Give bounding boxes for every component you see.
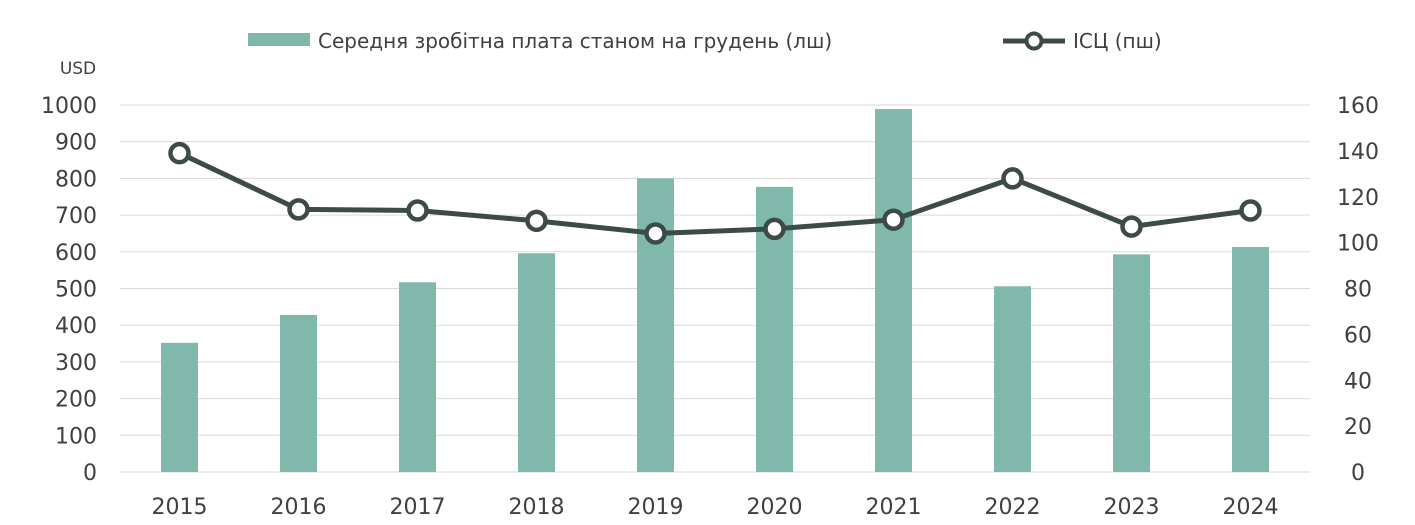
bar-2024 <box>1232 247 1269 472</box>
legend-line-label: ІСЦ (пш) <box>1073 29 1162 53</box>
left-axis-tick-label: 400 <box>55 314 97 339</box>
cpi-point-2017 <box>406 199 429 222</box>
x-axis-tick-label: 2024 <box>1223 495 1279 520</box>
cpi-point-2023 <box>1120 215 1143 238</box>
cpi-point-2021 <box>882 208 905 231</box>
left-axis-tick-label: 500 <box>55 278 97 303</box>
left-axis-tick-label: 800 <box>55 167 97 192</box>
left-axis-tick-label: 100 <box>55 424 97 449</box>
cpi-point-2024 <box>1239 199 1262 222</box>
left-axis-tick-label: 700 <box>55 204 97 229</box>
x-axis-tick-label: 2021 <box>866 495 922 520</box>
right-axis-tick-label: 100 <box>1337 232 1379 257</box>
bar-2018 <box>518 253 555 472</box>
cpi-point-2020 <box>763 217 786 241</box>
axes: USD 0 100 200 300 400 500 600 700 800 900 1000 0 20 4… <box>41 59 1379 520</box>
cpi-point-2019 <box>644 222 667 245</box>
left-axis-tick-label: 1000 <box>41 94 97 119</box>
x-axis-tick-label: 2015 <box>152 495 208 520</box>
x-axis-tick-label: 2019 <box>628 495 684 520</box>
right-axis-tick-label: 80 <box>1344 278 1372 303</box>
left-axis-tick-label: 600 <box>55 241 97 266</box>
x-axis-tick-label: 2020 <box>747 495 803 520</box>
right-axis-tick-label: 120 <box>1337 186 1379 211</box>
bar-series <box>161 109 1269 473</box>
right-axis-tick-label: 140 <box>1337 140 1379 165</box>
x-axis-tick-label: 2016 <box>271 495 327 520</box>
right-axis-tick-label: 40 <box>1344 369 1372 394</box>
line-series <box>168 141 1262 245</box>
left-axis-unit-label: USD <box>60 59 96 79</box>
left-axis-tick-label: 900 <box>55 131 97 156</box>
cpi-point-2022 <box>1001 167 1024 190</box>
bar-2017 <box>399 282 436 472</box>
x-axis-tick-label: 2017 <box>390 495 446 520</box>
right-axis-tick-label: 160 <box>1337 94 1379 119</box>
x-axis-tick-label: 2023 <box>1104 495 1160 520</box>
legend-bar-label: Середня зробітна плата станом на грудень… <box>318 29 832 53</box>
bar-2023 <box>1113 254 1150 472</box>
x-axis-tick-label: 2018 <box>509 495 565 520</box>
cpi-point-2016 <box>287 198 310 221</box>
legend: Середня зробітна плата станом на грудень… <box>248 29 1162 53</box>
right-axis-tick-label: 60 <box>1344 323 1372 348</box>
grid <box>120 104 1310 473</box>
cpi-point-2015 <box>168 141 191 165</box>
bar-2022 <box>994 286 1031 472</box>
left-axis-tick-label: 300 <box>55 351 97 376</box>
bar-2021 <box>875 109 912 473</box>
cpi-line <box>178 150 1251 236</box>
x-axis-tick-label: 2022 <box>985 495 1041 520</box>
right-axis-tick-label: 20 <box>1344 415 1372 440</box>
bar-2015 <box>161 342 198 472</box>
right-axis-tick-label: 0 <box>1351 461 1365 486</box>
legend-line-marker <box>1024 31 1044 51</box>
left-axis-tick-label: 0 <box>83 461 97 486</box>
left-axis-tick-label: 200 <box>55 388 97 413</box>
bar-2016 <box>280 314 317 472</box>
cpi-point-2018 <box>525 209 548 233</box>
legend-bar-swatch <box>248 33 310 46</box>
